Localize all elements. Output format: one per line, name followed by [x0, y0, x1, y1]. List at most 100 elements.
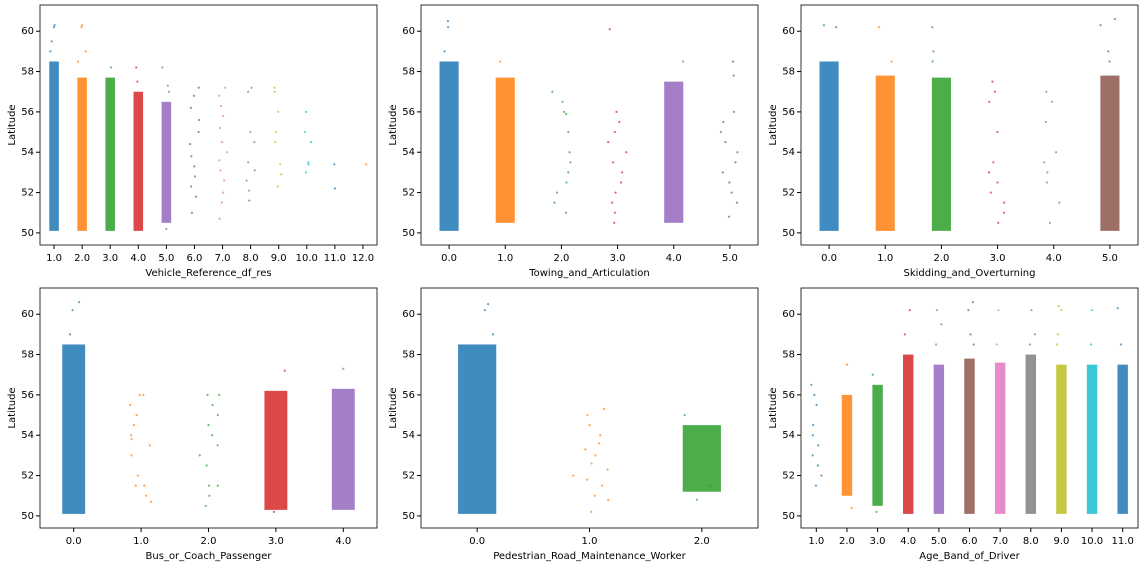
x-tick-label: 7.0: [992, 536, 1008, 547]
strip-point: [277, 110, 280, 113]
y-tick-label: 58: [782, 350, 795, 361]
strip-point: [130, 438, 133, 441]
x-tick-label: 4.0: [666, 253, 682, 264]
x-tick-label: 4.0: [130, 253, 146, 264]
strip-point: [130, 434, 133, 437]
strip-point: [447, 26, 450, 29]
strip-point: [969, 333, 972, 336]
strip-point: [593, 494, 596, 497]
strip-point: [606, 468, 609, 471]
x-tick-label: 3.0: [102, 253, 118, 264]
strip-point: [68, 333, 72, 336]
strip-point: [1045, 181, 1048, 184]
strip-point: [613, 221, 616, 224]
strip-point: [310, 141, 313, 144]
strip-point: [77, 60, 80, 63]
x-tick-label: 1.0: [877, 253, 893, 264]
strip-point: [216, 484, 219, 487]
x-tick-label: 0.0: [821, 253, 837, 264]
y-tick-label: 58: [402, 67, 415, 78]
strip-point: [190, 155, 193, 158]
strip-point: [561, 100, 564, 103]
strip-point: [208, 494, 211, 497]
strip-point: [734, 161, 737, 164]
strip-point: [820, 474, 823, 477]
strip-band: [62, 344, 86, 514]
strip-point: [219, 169, 222, 172]
y-tick-label: 60: [21, 26, 34, 37]
strip-point: [491, 333, 495, 336]
strip-point: [1046, 171, 1049, 174]
strip-point: [499, 60, 502, 63]
strip-band: [931, 77, 951, 231]
x-tick-label: 1.0: [497, 253, 513, 264]
strip-point: [935, 309, 938, 312]
strip-point: [621, 171, 624, 174]
strip-point: [136, 474, 139, 477]
x-tick-label: 3.0: [268, 536, 284, 547]
strip-point: [683, 413, 686, 417]
y-tick-label: 56: [782, 390, 795, 401]
strip-band: [903, 354, 914, 514]
strip-point: [206, 393, 209, 396]
y-tick-label: 60: [21, 309, 34, 320]
strip-point: [967, 309, 970, 312]
strip-point: [613, 130, 617, 134]
strip-point: [988, 100, 991, 103]
strip-point: [682, 60, 685, 63]
strip-point: [272, 510, 276, 513]
axes-frame: [800, 287, 1139, 529]
strip-point: [590, 462, 593, 465]
strip-band: [964, 358, 975, 514]
x-tick-label: 4.0: [900, 536, 916, 547]
x-tick-label: 2.0: [201, 536, 217, 547]
strip-point: [342, 367, 345, 370]
y-tick-label: 58: [402, 350, 415, 361]
strip-point: [143, 484, 146, 487]
strip-point: [218, 159, 221, 162]
strip-point: [166, 84, 169, 87]
strip-point: [220, 201, 223, 204]
y-axis-label: Latitude: [768, 104, 779, 145]
strip-point: [218, 393, 221, 396]
strip-point: [216, 444, 219, 447]
strip-point: [205, 464, 208, 467]
strip-point: [731, 60, 735, 63]
strip-point: [280, 173, 283, 176]
strip-point: [814, 484, 818, 487]
x-tick-label: 1.0: [582, 536, 598, 547]
strip-point: [1113, 18, 1116, 21]
y-tick-label: 52: [782, 188, 795, 199]
strip-point: [50, 40, 53, 43]
strip-point: [822, 24, 826, 27]
strip-band: [1086, 364, 1098, 514]
strip-point: [365, 163, 368, 166]
strip-point: [218, 217, 221, 220]
strip-point: [719, 130, 722, 134]
strip-point: [724, 141, 727, 144]
strip-point: [165, 227, 168, 230]
strip-point: [996, 130, 999, 134]
strip-point: [149, 500, 153, 503]
strip-point: [148, 444, 151, 447]
strip-point: [1055, 343, 1059, 346]
strip-point: [997, 221, 1000, 224]
x-tick-label: 3.0: [990, 253, 1006, 264]
strip-point: [600, 484, 604, 487]
strip-point: [218, 94, 221, 97]
strip-point: [997, 309, 1000, 312]
strip-point: [972, 343, 975, 346]
strip-point: [1002, 211, 1005, 214]
x-tick-label: 0.0: [441, 253, 457, 264]
strip-point: [193, 175, 197, 178]
y-tick-label: 52: [402, 471, 415, 482]
x-tick-label: 4.0: [335, 536, 351, 547]
strip-point: [607, 141, 610, 144]
strip-point: [625, 151, 628, 154]
axes-frame: [39, 287, 378, 529]
x-tick-label: 3.0: [610, 253, 626, 264]
strip-band: [77, 77, 87, 231]
y-tick-label: 52: [21, 471, 34, 482]
x-tick-label: 2.0: [74, 253, 90, 264]
